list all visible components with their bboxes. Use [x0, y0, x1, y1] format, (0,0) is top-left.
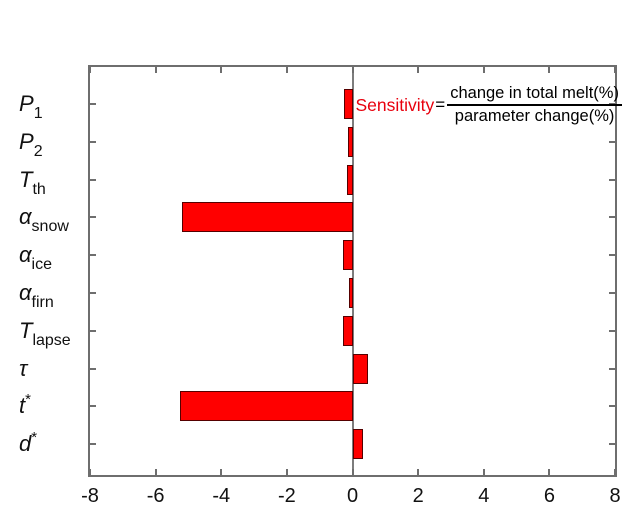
x-tick-label-4: 4: [478, 485, 490, 507]
x-tick-top--4: [220, 67, 223, 73]
y-tick-right-α_ice: [609, 254, 615, 257]
x-tick-label--6: -6: [146, 485, 165, 507]
y-label-base: τ: [19, 355, 28, 381]
x-tick-label--4: -4: [212, 485, 231, 507]
bar-d*: [352, 429, 364, 460]
y-label-α_snow: αsnow: [19, 204, 69, 235]
y-label-base: T: [19, 317, 33, 343]
y-label-subscript: 1: [33, 105, 43, 122]
y-label-α_firn: αfirn: [19, 280, 54, 311]
bar-α_ice: [342, 240, 353, 271]
annotation-label: Sensitivity: [355, 94, 435, 115]
y-axis-category-labels: P1 P2 Tth αsnow αice αfirn Tlapse τ t* d*: [19, 67, 89, 475]
y-tick-left-T_th: [90, 178, 96, 181]
bar-t*: [180, 391, 353, 422]
y-label-subscript: 2: [33, 142, 43, 160]
y-tick-right-T_lapse: [609, 329, 615, 332]
y-label-superscript: *: [31, 429, 38, 447]
y-label-base: P: [19, 128, 34, 154]
sensitivity-annotation: Sensitivity = change in total melt(%) pa…: [356, 84, 622, 126]
y-label-base: α: [19, 242, 32, 268]
y-tick-left-P_1: [90, 103, 96, 105]
y-label-α_ice: αice: [19, 242, 52, 273]
y-tick-left-P_2: [90, 140, 96, 143]
x-tick-top-6: [548, 67, 551, 73]
y-label-base: α: [19, 204, 32, 230]
y-tick-right-t*: [609, 405, 615, 408]
y-label-superscript: *: [25, 391, 31, 409]
y-label-T_lapse: Tlapse: [19, 317, 71, 349]
y-label-subscript: lapse: [32, 331, 71, 349]
x-tick-top-2: [417, 67, 420, 73]
x-tick-bottom-2: [417, 469, 420, 475]
zero-gridline: [351, 67, 354, 475]
fraction-numerator: change in total melt(%): [447, 84, 622, 106]
x-tick-bottom--8: [89, 469, 91, 475]
x-tick-label-8: 8: [609, 485, 621, 507]
annotation-equals-sign: =: [435, 95, 446, 114]
y-tick-left-T_lapse: [90, 329, 96, 332]
y-label-base: P: [19, 91, 34, 116]
y-label-subscript: ice: [31, 256, 52, 274]
y-label-base: T: [19, 166, 33, 192]
y-tick-right-τ: [609, 367, 615, 370]
x-tick-bottom-0: [351, 469, 354, 475]
x-tick-label-6: 6: [543, 485, 555, 507]
bar-P_2: [347, 126, 353, 157]
x-tick-bottom-6: [548, 469, 551, 475]
y-tick-right-P_2: [609, 140, 615, 143]
y-tick-right-d*: [609, 443, 615, 446]
bar-P_1: [344, 89, 353, 119]
y-tick-left-d*: [90, 443, 96, 446]
x-tick-label-2: 2: [412, 485, 424, 507]
y-label-P_1: P1: [19, 91, 43, 122]
x-tick-label-0: 0: [346, 485, 359, 507]
plot-area: Sensitivity = change in total melt(%) pa…: [88, 65, 622, 477]
y-label-t*: t*: [19, 391, 31, 419]
y-label-subscript: firn: [31, 294, 54, 311]
x-tick-top-0: [351, 67, 354, 73]
y-label-subscript: th: [32, 180, 46, 198]
y-tick-right-T_th: [609, 178, 615, 181]
x-tick-bottom--6: [154, 469, 157, 475]
y-tick-left-α_snow: [90, 216, 96, 219]
y-label-τ: τ: [19, 356, 27, 382]
fraction-denominator: parameter change(%): [454, 107, 615, 125]
y-tick-left-α_firn: [90, 292, 96, 294]
y-tick-left-t*: [90, 405, 96, 408]
x-tick-top-8: [614, 67, 616, 73]
y-label-base: d: [19, 431, 32, 457]
annotation-fraction: change in total melt(%) parameter change…: [447, 84, 622, 126]
x-tick-bottom--4: [220, 469, 223, 475]
y-tick-right-α_firn: [609, 292, 615, 294]
x-tick-label--8: -8: [81, 485, 99, 507]
x-tick-bottom--2: [285, 469, 288, 475]
y-tick-left-α_ice: [90, 254, 96, 257]
x-tick-top--2: [285, 67, 288, 73]
x-tick-bottom-8: [614, 469, 616, 475]
x-tick-label--2: -2: [277, 485, 296, 507]
y-label-P_2: P2: [19, 128, 43, 160]
y-label-base: α: [19, 280, 32, 305]
y-label-T_th: Tth: [19, 166, 46, 198]
bar-α_snow: [181, 202, 353, 233]
bar-α_firn: [348, 278, 353, 308]
y-tick-left-τ: [90, 367, 96, 370]
x-tick-top--6: [154, 67, 157, 73]
bar-T_lapse: [342, 315, 353, 346]
y-label-d*: d*: [19, 429, 38, 457]
x-tick-top-4: [482, 67, 485, 73]
y-label-subscript: snow: [31, 218, 69, 236]
x-tick-top--8: [89, 67, 91, 73]
x-axis-tick-labels: -8 -6 -4 -2 0 2 4 6 8: [81, 485, 620, 511]
y-tick-right-α_snow: [609, 216, 615, 219]
y-label-base: t: [19, 393, 26, 419]
x-tick-bottom-4: [482, 469, 485, 475]
bar-T_th: [346, 164, 353, 195]
bar-τ: [352, 353, 369, 384]
